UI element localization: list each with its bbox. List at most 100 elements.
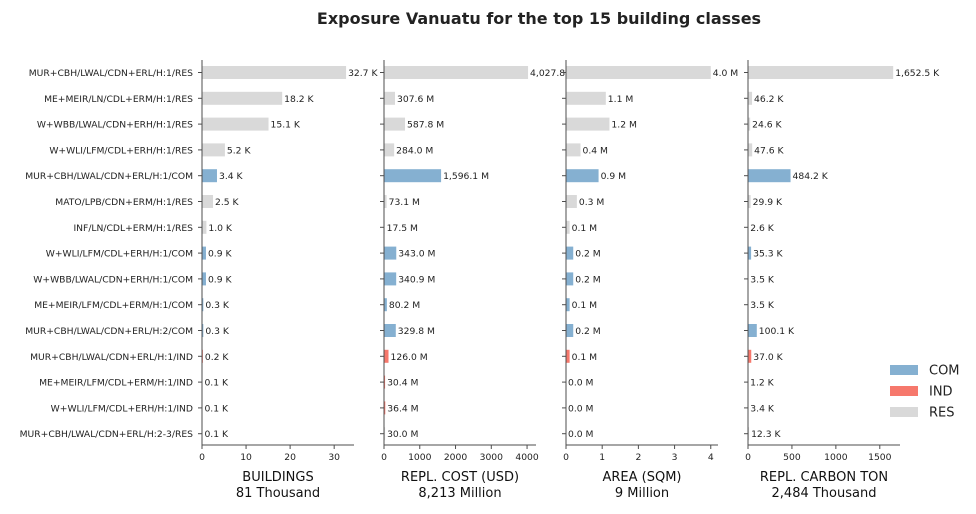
x-tick-label: 2 <box>635 452 641 463</box>
bar <box>384 92 395 105</box>
category-label: MUR+CBH/LWAL/CDN+ERL/H:1/RES <box>29 68 193 79</box>
x-tick-label: 30 <box>328 452 340 463</box>
bar <box>384 350 389 363</box>
bar <box>202 221 206 234</box>
bar <box>384 143 394 156</box>
data-label: 5.2 K <box>227 145 252 156</box>
data-label: 100.1 K <box>759 326 795 337</box>
x-tick-label: 0 <box>381 452 387 463</box>
data-label: 35.3 K <box>753 249 783 260</box>
data-label: 4,027.8 <box>530 68 565 79</box>
data-label: 0.1 K <box>204 378 229 389</box>
data-label: 2.6 K <box>750 223 775 234</box>
data-label: 3.5 K <box>750 274 775 285</box>
panel-total: 81 Thousand <box>236 486 320 501</box>
legend-swatch <box>890 386 918 396</box>
legend-swatch <box>890 365 918 375</box>
data-label: 15.1 K <box>271 120 301 131</box>
data-label: 47.6 K <box>754 145 784 156</box>
data-label: 32.7 K <box>348 68 378 79</box>
data-label: 0.9 M <box>601 171 627 182</box>
data-label: 29.9 K <box>753 197 783 208</box>
data-label: 1.0 K <box>208 223 233 234</box>
data-label: 1.2 M <box>611 120 637 131</box>
category-label: W+WBB/LWAL/CDN+ERH/H:1/RES <box>37 120 193 131</box>
category-label: W+WLI/LFM/CDL+ERH/H:1/RES <box>49 145 193 156</box>
x-tick-label: 3 <box>672 452 678 463</box>
x-tick-label: 2000 <box>444 452 468 463</box>
data-label: 30.4 M <box>387 378 418 389</box>
data-label: 0.9 K <box>208 249 233 260</box>
data-label: 0.4 M <box>582 145 608 156</box>
bar <box>202 118 269 131</box>
bar <box>202 66 346 79</box>
x-axis-label: BUILDINGS <box>242 470 313 485</box>
data-label: 0.0 M <box>568 403 594 414</box>
x-axis-label: AREA (SQM) <box>602 470 681 485</box>
data-label: 587.8 M <box>407 120 444 131</box>
data-label: 0.1 M <box>572 352 598 363</box>
bar <box>384 118 405 131</box>
bar <box>566 324 573 337</box>
legend-label: RES <box>929 406 955 421</box>
bar <box>566 247 573 260</box>
x-tick-label: 500 <box>783 452 801 463</box>
data-label: 3.5 K <box>750 300 775 311</box>
bar <box>566 66 711 79</box>
category-label: W+WBB/LWAL/CDN+ERH/H:1/COM <box>33 274 193 285</box>
panel-total: 8,213 Million <box>418 486 501 501</box>
data-label: 80.2 M <box>389 300 420 311</box>
bar <box>202 272 206 285</box>
data-label: 3.4 K <box>219 171 244 182</box>
bar <box>748 324 757 337</box>
data-label: 0.0 M <box>568 429 594 440</box>
data-label: 1.2 K <box>750 378 775 389</box>
legend-swatch <box>890 407 918 417</box>
panel-3: 4.0 M1.1 M1.2 M0.4 M0.9 M0.3 M0.1 M0.2 M… <box>562 60 738 501</box>
panels: MUR+CBH/LWAL/CDN+ERL/H:1/RESME+MEIR/LN/C… <box>20 60 941 501</box>
bar <box>566 350 570 363</box>
bar <box>748 143 752 156</box>
x-tick-label: 0 <box>745 452 751 463</box>
panel-total: 2,484 Thousand <box>772 486 877 501</box>
chart-title: Exposure Vanuatu for the top 15 building… <box>317 9 761 28</box>
category-label: INF/LN/CDL+ERM/H:1/RES <box>73 223 193 234</box>
x-tick-label: 10 <box>240 452 252 463</box>
bar <box>384 169 441 182</box>
panel-total: 9 Million <box>615 486 669 501</box>
bar <box>566 143 580 156</box>
x-tick-label: 1 <box>599 452 605 463</box>
data-label: 284.0 M <box>396 145 433 156</box>
data-label: 17.5 M <box>387 223 418 234</box>
data-label: 0.2 M <box>575 249 601 260</box>
data-label: 4.0 M <box>713 68 739 79</box>
data-label: 1,652.5 K <box>895 68 940 79</box>
data-label: 126.0 M <box>391 352 428 363</box>
data-label: 18.2 K <box>284 94 314 105</box>
x-tick-label: 20 <box>284 452 296 463</box>
x-tick-label: 4000 <box>515 452 539 463</box>
category-label: W+WLI/LFM/CDL+ERH/H:1/IND <box>51 403 193 414</box>
data-label: 0.3 K <box>205 300 230 311</box>
data-label: 340.9 M <box>398 274 435 285</box>
data-label: 46.2 K <box>754 94 784 105</box>
x-tick-label: 4 <box>708 452 714 463</box>
bar <box>566 118 609 131</box>
bar <box>384 272 396 285</box>
category-label: MUR+CBH/LWAL/CDN+ERL/H:2/COM <box>25 326 193 337</box>
bar <box>748 66 893 79</box>
category-label: ME+MEIR/LFM/CDL+ERM/H:1/IND <box>39 378 193 389</box>
data-label: 2.5 K <box>215 197 240 208</box>
bar <box>202 169 217 182</box>
data-label: 0.1 K <box>204 429 229 440</box>
category-label: MUR+CBH/LWAL/CDN+ERL/H:1/IND <box>30 352 193 363</box>
data-label: 0.2 M <box>575 274 601 285</box>
category-label: MUR+CBH/LWAL/CDN+ERL/H:1/COM <box>25 171 193 182</box>
panel-1: MUR+CBH/LWAL/CDN+ERL/H:1/RESME+MEIR/LN/C… <box>20 60 379 501</box>
data-label: 484.2 K <box>793 171 829 182</box>
data-label: 73.1 M <box>389 197 420 208</box>
bar <box>566 92 606 105</box>
bar <box>384 324 396 337</box>
